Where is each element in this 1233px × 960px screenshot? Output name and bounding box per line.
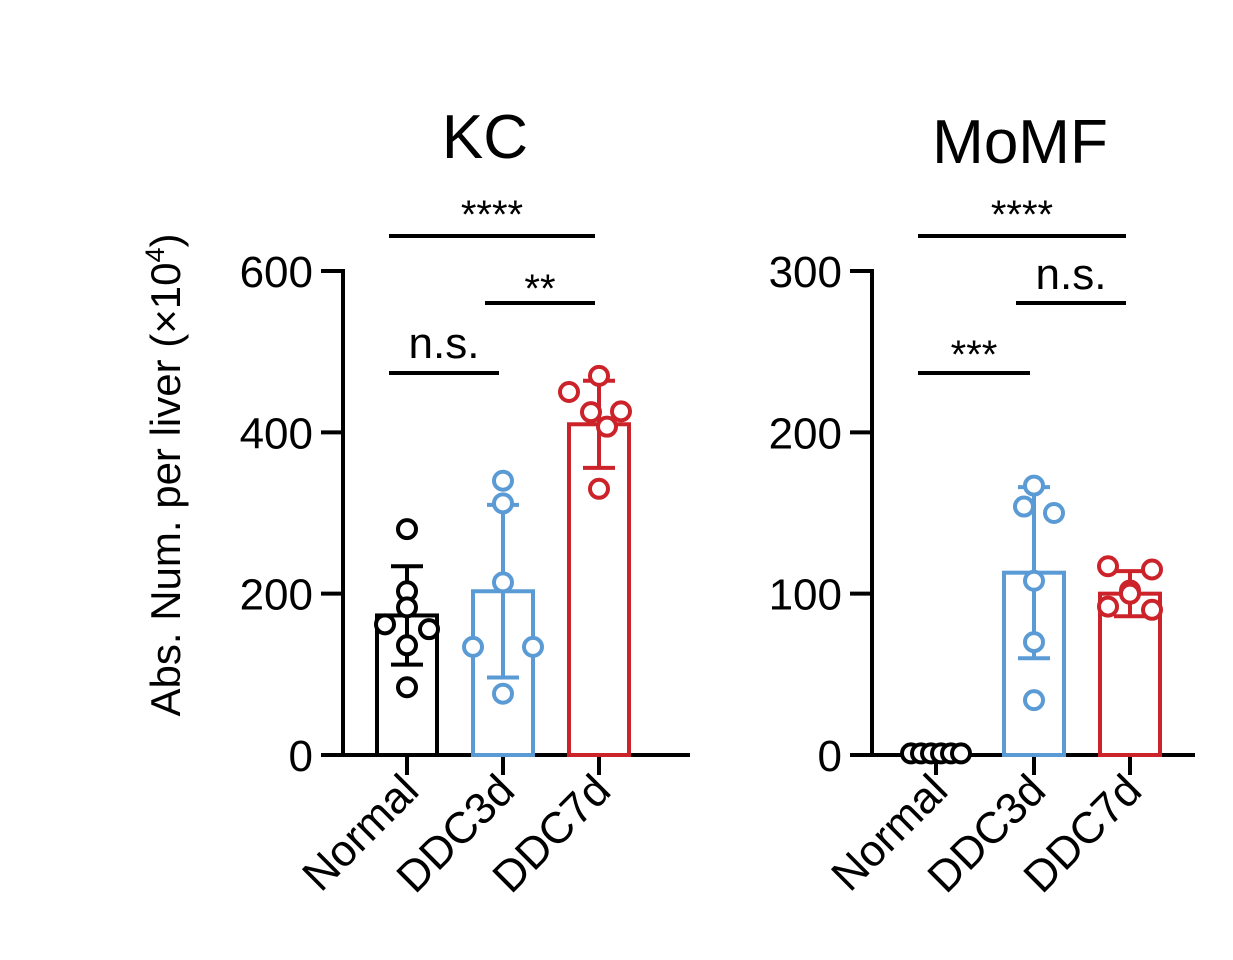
kc-data-point	[596, 415, 618, 438]
kc-significance-label: n.s.	[409, 319, 480, 368]
momf-data-point	[1119, 582, 1141, 605]
kc-data-point	[396, 596, 418, 619]
y-axis-label: Abs. Num. per liver (×104)	[140, 233, 189, 716]
momf-significance-label: ****	[991, 193, 1053, 237]
momf-data-point	[1023, 474, 1045, 497]
kc-data-point	[492, 682, 514, 705]
kc-data-point	[492, 571, 514, 594]
kc-data-point	[462, 635, 484, 658]
momf-data-point	[1097, 555, 1119, 578]
momf-data-point	[1141, 558, 1163, 581]
kc-chart-title: KC	[442, 103, 528, 172]
kc-data-point	[396, 634, 418, 657]
kc-data-point	[610, 400, 632, 423]
kc-data-point	[588, 364, 610, 387]
kc-y-tick-label: 600	[240, 248, 313, 297]
kc-y-tick-label: 0	[289, 732, 313, 781]
kc-significance-label: **	[524, 267, 555, 311]
momf-data-point	[1023, 569, 1045, 592]
kc-data-point	[492, 492, 514, 515]
kc-bar	[567, 422, 631, 757]
momf-data-point	[1043, 502, 1065, 524]
momf-y-tick-label: 200	[769, 409, 842, 458]
momf-data-point	[1023, 689, 1045, 712]
kc-data-point	[374, 613, 396, 636]
momf-data-point	[1141, 598, 1163, 621]
momf-data-point	[1013, 495, 1035, 518]
kc-data-point	[492, 469, 514, 492]
kc-significance-label: ****	[461, 193, 523, 237]
momf-y-tick-label: 300	[769, 248, 842, 297]
momf-data-point	[1023, 631, 1045, 654]
momf-panel: MoMF0100200300NormalDDC3dDDC7d****n.s.**…	[769, 108, 1195, 902]
kc-data-point	[558, 381, 580, 403]
momf-y-tick-label: 0	[818, 732, 842, 781]
momf-data-point	[950, 742, 972, 765]
kc-data-point	[580, 401, 602, 424]
momf-significance-label: ***	[951, 333, 998, 377]
kc-data-point	[396, 676, 418, 699]
kc-data-point	[418, 618, 440, 641]
kc-data-point	[396, 518, 418, 541]
momf-data-point	[1097, 595, 1119, 618]
momf-y-tick-label: 100	[769, 571, 842, 620]
kc-data-point	[588, 477, 610, 500]
momf-chart-title: MoMF	[932, 108, 1108, 177]
kc-data-point	[522, 635, 544, 658]
kc-y-tick-label: 400	[240, 409, 313, 458]
kc-y-tick-label: 200	[240, 571, 313, 620]
momf-significance-label: n.s.	[1036, 250, 1107, 299]
